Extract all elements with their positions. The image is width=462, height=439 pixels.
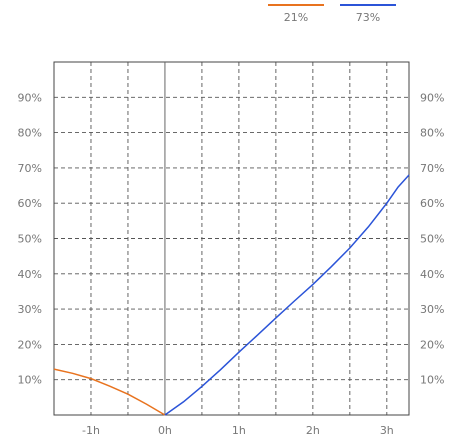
- y-tick-label-right: 50%: [420, 233, 444, 246]
- plot-frame: [53, 61, 410, 416]
- x-tick-label: 3h: [380, 424, 394, 437]
- y-tick-label-right: 30%: [420, 303, 444, 316]
- x-tick-label: 0h: [158, 424, 172, 437]
- x-tick-label: 1h: [232, 424, 246, 437]
- x-tick-label: -1h: [82, 424, 100, 437]
- y-tick-label-left: 80%: [18, 127, 42, 140]
- legend-label: 73%: [356, 11, 380, 24]
- y-tick-label-left: 90%: [18, 91, 42, 104]
- y-tick-label-right: 90%: [420, 91, 444, 104]
- y-tick-label-left: 40%: [18, 268, 42, 281]
- y-tick-label-left: 70%: [18, 162, 42, 175]
- legend-label: 21%: [284, 11, 308, 24]
- y-tick-label-right: 10%: [420, 374, 444, 387]
- series-line-1: [53, 368, 166, 416]
- y-tick-label-right: 80%: [420, 127, 444, 140]
- y-tick-label-left: 20%: [18, 338, 42, 351]
- y-tick-label-right: 20%: [420, 338, 444, 351]
- grid-lines: [54, 62, 409, 415]
- y-tick-label-right: 40%: [420, 268, 444, 281]
- axes: [53, 61, 410, 416]
- y-tick-label-left: 10%: [18, 374, 42, 387]
- y-tick-label-right: 60%: [420, 197, 444, 210]
- y-axis-right-ticks: 10% 20% 30% 40% 50% 60% 70% 80% 90%: [420, 91, 444, 386]
- series-line-2: [164, 174, 410, 416]
- y-tick-label-left: 60%: [18, 197, 42, 210]
- series-lines: [53, 174, 410, 416]
- y-tick-label-left: 30%: [18, 303, 42, 316]
- y-axis-left-ticks: 10% 20% 30% 40% 50% 60% 70% 80% 90%: [18, 91, 42, 386]
- legend: 21% 73%: [268, 4, 396, 24]
- x-axis-ticks: -1h 0h 1h 2h 3h: [82, 424, 394, 437]
- y-tick-label-right: 70%: [420, 162, 444, 175]
- y-tick-label-left: 50%: [18, 233, 42, 246]
- x-tick-label: 2h: [306, 424, 320, 437]
